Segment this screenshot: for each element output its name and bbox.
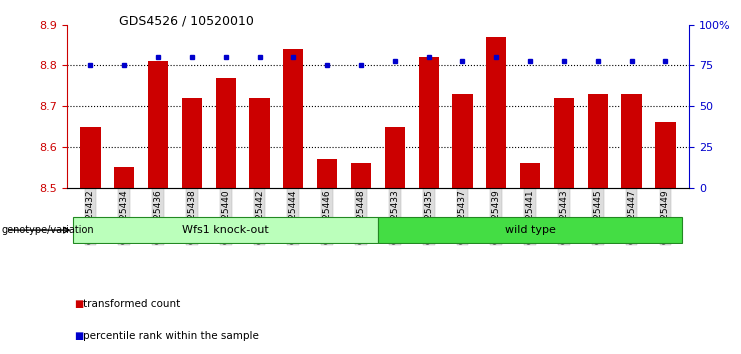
Bar: [486, 37, 506, 188]
FancyBboxPatch shape: [378, 217, 682, 243]
Text: transformed count: transformed count: [83, 299, 180, 309]
Bar: [283, 49, 304, 188]
Bar: [588, 94, 608, 188]
Bar: [114, 167, 134, 188]
Text: GDS4526 / 10520010: GDS4526 / 10520010: [119, 14, 253, 27]
Bar: [148, 61, 168, 188]
Text: ■: ■: [74, 299, 83, 309]
Bar: [520, 163, 540, 188]
Text: Wfs1 knock-out: Wfs1 knock-out: [182, 224, 269, 235]
Bar: [419, 57, 439, 188]
Bar: [250, 98, 270, 188]
Bar: [554, 98, 574, 188]
Text: wild type: wild type: [505, 224, 556, 235]
Bar: [182, 98, 202, 188]
FancyBboxPatch shape: [73, 217, 378, 243]
Text: genotype/variation: genotype/variation: [1, 225, 94, 235]
Bar: [655, 122, 676, 188]
Bar: [216, 78, 236, 188]
Bar: [350, 163, 371, 188]
Text: ■: ■: [74, 331, 83, 341]
Bar: [317, 159, 337, 188]
Text: percentile rank within the sample: percentile rank within the sample: [83, 331, 259, 341]
Bar: [80, 126, 101, 188]
Bar: [622, 94, 642, 188]
Bar: [452, 94, 473, 188]
Bar: [385, 126, 405, 188]
